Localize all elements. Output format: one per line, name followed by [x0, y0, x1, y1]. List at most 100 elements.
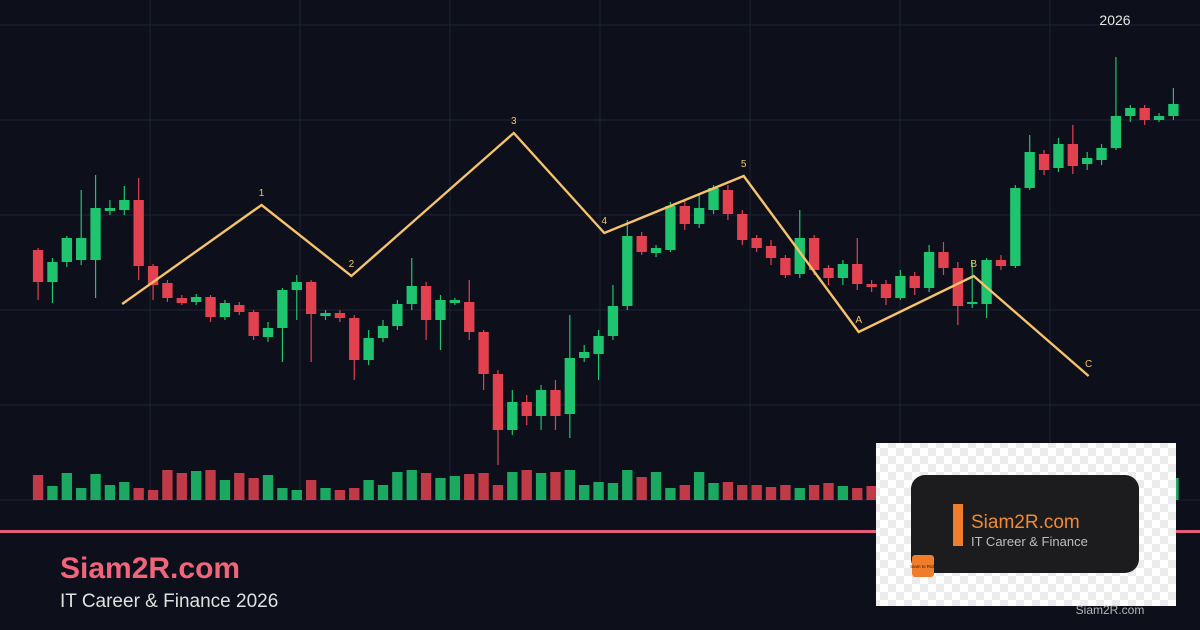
volume-bar — [133, 488, 144, 500]
candle-body — [492, 374, 504, 430]
volume-bar — [262, 475, 274, 500]
volume-bar — [147, 490, 159, 500]
volume-bar — [61, 473, 72, 500]
volume-bar — [852, 488, 863, 500]
volume-bar — [693, 472, 705, 500]
candle-body — [967, 302, 978, 304]
candle-body — [1153, 116, 1165, 120]
grid — [0, 0, 1200, 501]
volume-bar — [291, 490, 302, 500]
candle-body — [593, 336, 604, 354]
candle-body — [1082, 158, 1093, 164]
logo-badge-text: Siam to Rich — [910, 564, 936, 569]
volume-bar — [622, 470, 633, 500]
volume-bar — [119, 482, 130, 500]
volume-bar — [248, 478, 259, 500]
wave-label: 4 — [602, 216, 608, 227]
candle-body — [90, 208, 101, 260]
volume-bar — [205, 470, 216, 500]
volume-bar — [435, 478, 446, 500]
logo-badge — [912, 555, 934, 577]
candle-body — [1139, 108, 1150, 120]
volume-bar — [219, 480, 231, 500]
candle-body — [708, 188, 719, 210]
volume-bar — [837, 486, 849, 500]
volume-bar — [162, 470, 173, 500]
candle-body — [1038, 154, 1050, 170]
candle-body — [190, 297, 202, 302]
wave-label: A — [855, 315, 862, 326]
brand-tagline: IT Career & Finance 2026 — [60, 591, 278, 612]
volume-bar — [349, 488, 360, 500]
volume-bar — [363, 480, 374, 500]
wave-label: C — [1085, 359, 1092, 370]
volume-bar — [47, 486, 58, 500]
volume-bar — [90, 474, 101, 500]
candle-body — [780, 258, 791, 275]
volume-bar — [535, 473, 547, 500]
candle-body — [923, 252, 935, 288]
volume-bar — [607, 483, 619, 500]
candle-body — [880, 284, 892, 298]
candle-body — [808, 238, 820, 270]
wave-layer: 1 2 3 4 5 A B C — [121, 116, 1092, 377]
candle-body — [866, 284, 877, 287]
volume-bar — [190, 471, 202, 500]
candle-body — [363, 338, 374, 360]
volume-bar — [377, 485, 389, 500]
volume-bar — [464, 474, 475, 500]
volume-bar — [866, 486, 877, 500]
volume-bar — [564, 470, 575, 500]
brand-name: Siam2R.com — [60, 552, 240, 585]
candle-body — [449, 300, 461, 303]
volume-bar — [737, 485, 748, 500]
candle-body — [262, 328, 274, 337]
volume-bar — [277, 488, 288, 500]
candle-body — [291, 282, 302, 290]
candle-body — [995, 260, 1007, 266]
candle-body — [1010, 188, 1021, 266]
candle-body — [665, 206, 676, 250]
candle-body — [938, 252, 949, 268]
candle-body — [535, 390, 547, 416]
candle-body — [234, 305, 245, 312]
candle-body — [952, 268, 964, 306]
candle-body — [1168, 104, 1179, 116]
volume-bar — [722, 482, 734, 500]
candle-body — [521, 402, 532, 416]
wave-label: B — [970, 259, 977, 270]
candle-body — [349, 318, 360, 360]
candle-body — [895, 276, 906, 298]
volume-bar — [665, 488, 676, 500]
volume-bar — [636, 477, 647, 500]
volume-bar — [765, 487, 777, 500]
volume-bar — [751, 485, 762, 500]
logo-tagline: IT Career & Finance — [971, 534, 1088, 549]
volume-bar — [794, 488, 805, 500]
volume-bar — [234, 473, 245, 500]
candle-body — [1096, 148, 1107, 160]
candle-body — [1053, 144, 1064, 168]
candle-body — [607, 306, 619, 336]
candle-body — [579, 352, 590, 358]
volume-bar — [420, 473, 432, 500]
candle-body — [147, 266, 159, 285]
candle-body — [435, 300, 446, 320]
candle-body — [76, 238, 87, 260]
volume-bar — [823, 483, 834, 500]
wave-label: 2 — [349, 259, 355, 270]
candle-body — [320, 313, 331, 316]
volume-bar — [808, 485, 820, 500]
volume-bar — [492, 485, 504, 500]
volume-bar — [449, 476, 461, 500]
candle-body — [377, 326, 389, 338]
candle-body — [722, 190, 734, 214]
candle-body — [32, 250, 44, 282]
candle-body — [61, 238, 72, 262]
candle-body — [464, 302, 475, 332]
candle-body — [550, 390, 561, 416]
candle-body — [406, 286, 417, 304]
candle-body — [564, 358, 575, 414]
